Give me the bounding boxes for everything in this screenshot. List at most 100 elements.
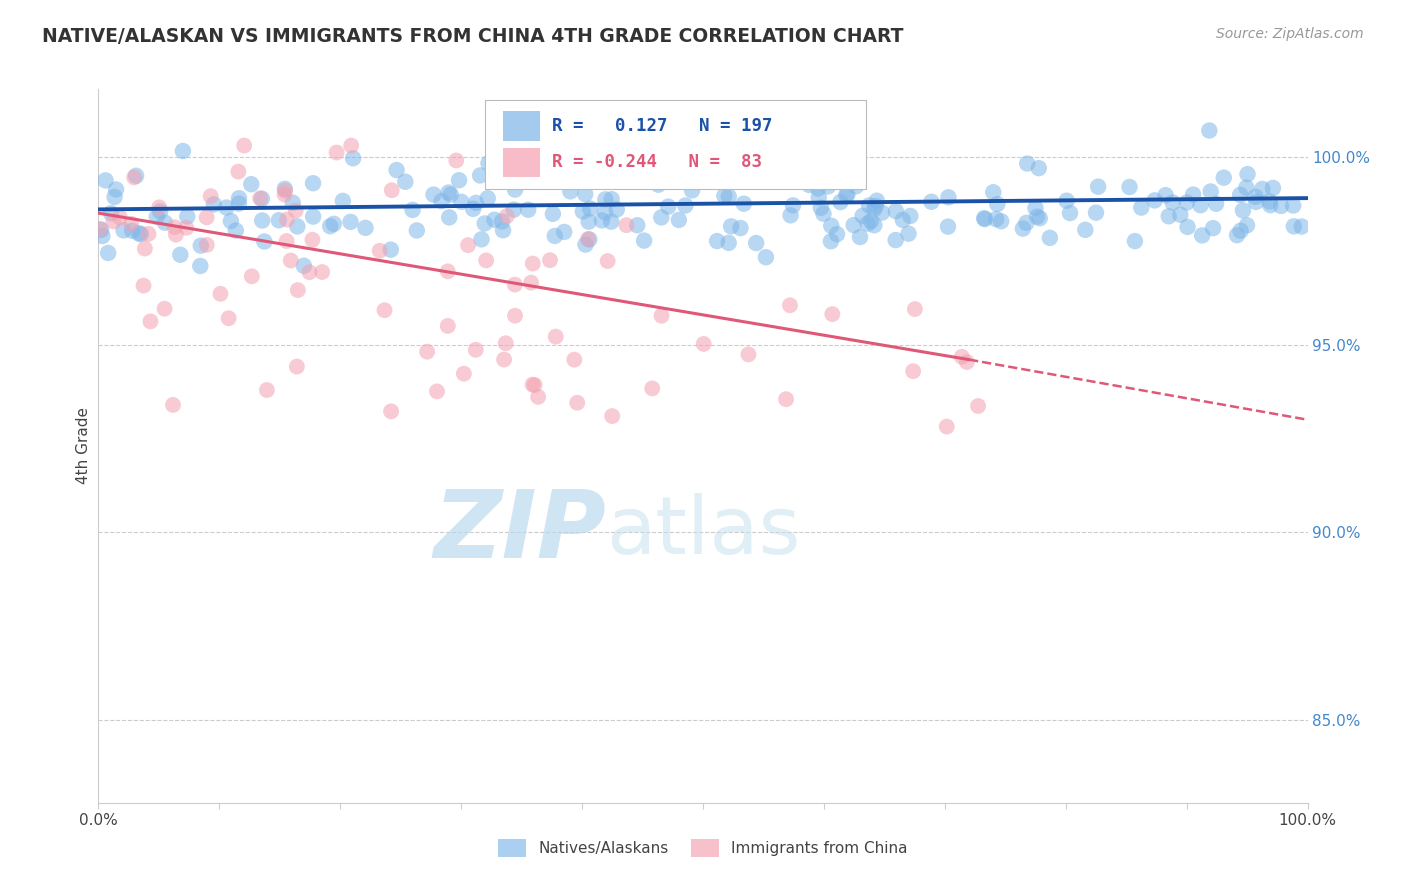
Point bbox=[491, 214, 513, 228]
Point bbox=[818, 172, 841, 186]
Point bbox=[863, 219, 886, 233]
Point bbox=[579, 172, 602, 186]
Point bbox=[125, 169, 148, 183]
Point bbox=[463, 202, 485, 216]
Point bbox=[647, 178, 669, 192]
Point bbox=[1085, 205, 1108, 219]
Point bbox=[122, 170, 145, 185]
Point bbox=[820, 234, 842, 248]
Point bbox=[225, 223, 247, 237]
Point bbox=[250, 192, 273, 206]
Point bbox=[470, 232, 492, 246]
Point bbox=[574, 237, 596, 252]
Point bbox=[1229, 187, 1251, 202]
Point bbox=[572, 204, 595, 219]
Point bbox=[1251, 182, 1274, 196]
Point bbox=[249, 191, 271, 205]
Point bbox=[103, 214, 125, 228]
Point bbox=[1205, 196, 1227, 211]
Point bbox=[287, 283, 309, 297]
Point bbox=[450, 194, 472, 209]
Point bbox=[380, 243, 402, 257]
Point bbox=[821, 307, 844, 321]
Point bbox=[176, 210, 198, 224]
Point bbox=[322, 217, 344, 231]
Point bbox=[495, 336, 517, 351]
Point bbox=[782, 198, 804, 212]
Point bbox=[866, 194, 889, 208]
Point bbox=[163, 220, 186, 235]
Point bbox=[1226, 228, 1249, 243]
Point bbox=[302, 210, 325, 224]
Point bbox=[1282, 198, 1305, 212]
Point bbox=[215, 201, 238, 215]
Point bbox=[810, 201, 832, 215]
Point bbox=[457, 238, 479, 252]
Point bbox=[385, 163, 408, 178]
Point bbox=[1177, 219, 1199, 234]
Point bbox=[447, 173, 470, 187]
Point bbox=[835, 188, 858, 202]
Text: R =   0.127   N = 197: R = 0.127 N = 197 bbox=[553, 117, 772, 135]
Point bbox=[737, 347, 759, 361]
Point bbox=[195, 238, 218, 252]
Point bbox=[301, 233, 323, 247]
Point bbox=[401, 202, 423, 217]
Point bbox=[538, 168, 561, 182]
Point bbox=[1234, 180, 1257, 194]
Text: Source: ZipAtlas.com: Source: ZipAtlas.com bbox=[1216, 27, 1364, 41]
Point bbox=[426, 384, 449, 399]
Point bbox=[986, 197, 1008, 211]
Point bbox=[560, 185, 582, 199]
Point bbox=[641, 381, 664, 395]
Point bbox=[981, 186, 1004, 200]
Point bbox=[280, 253, 302, 268]
Point bbox=[273, 187, 295, 202]
Point bbox=[200, 189, 222, 203]
Point bbox=[517, 202, 540, 217]
Point bbox=[380, 404, 402, 418]
Point bbox=[439, 211, 461, 225]
Point bbox=[169, 248, 191, 262]
Point bbox=[633, 234, 655, 248]
Point bbox=[492, 168, 515, 182]
Point bbox=[484, 212, 506, 227]
Point bbox=[474, 216, 496, 230]
Point bbox=[807, 181, 830, 195]
Point bbox=[503, 277, 526, 292]
Point bbox=[522, 256, 544, 270]
Point bbox=[668, 213, 690, 227]
Point bbox=[446, 153, 468, 168]
Point bbox=[1056, 194, 1078, 208]
Point bbox=[1212, 170, 1234, 185]
Point bbox=[600, 192, 623, 206]
Point bbox=[935, 419, 957, 434]
Point bbox=[1026, 210, 1049, 224]
Point bbox=[453, 367, 475, 381]
Point bbox=[852, 209, 875, 223]
Point bbox=[897, 227, 920, 241]
Point bbox=[956, 355, 979, 369]
Point bbox=[938, 190, 960, 204]
Point bbox=[153, 301, 176, 316]
Point bbox=[657, 200, 679, 214]
Point bbox=[1199, 185, 1222, 199]
Point bbox=[1261, 181, 1284, 195]
Point bbox=[373, 303, 395, 318]
Point bbox=[325, 145, 347, 160]
Text: ZIP: ZIP bbox=[433, 485, 606, 578]
Point bbox=[108, 211, 131, 225]
Point bbox=[544, 229, 567, 244]
Point bbox=[562, 352, 585, 367]
Point bbox=[103, 190, 125, 204]
Point bbox=[162, 398, 184, 412]
Point bbox=[624, 167, 647, 181]
Point bbox=[973, 212, 995, 227]
Point bbox=[863, 202, 886, 217]
Point bbox=[319, 219, 342, 234]
Point bbox=[779, 298, 801, 312]
Point bbox=[578, 232, 600, 246]
Point bbox=[1059, 206, 1081, 220]
Point bbox=[477, 191, 499, 205]
Point bbox=[733, 196, 755, 211]
